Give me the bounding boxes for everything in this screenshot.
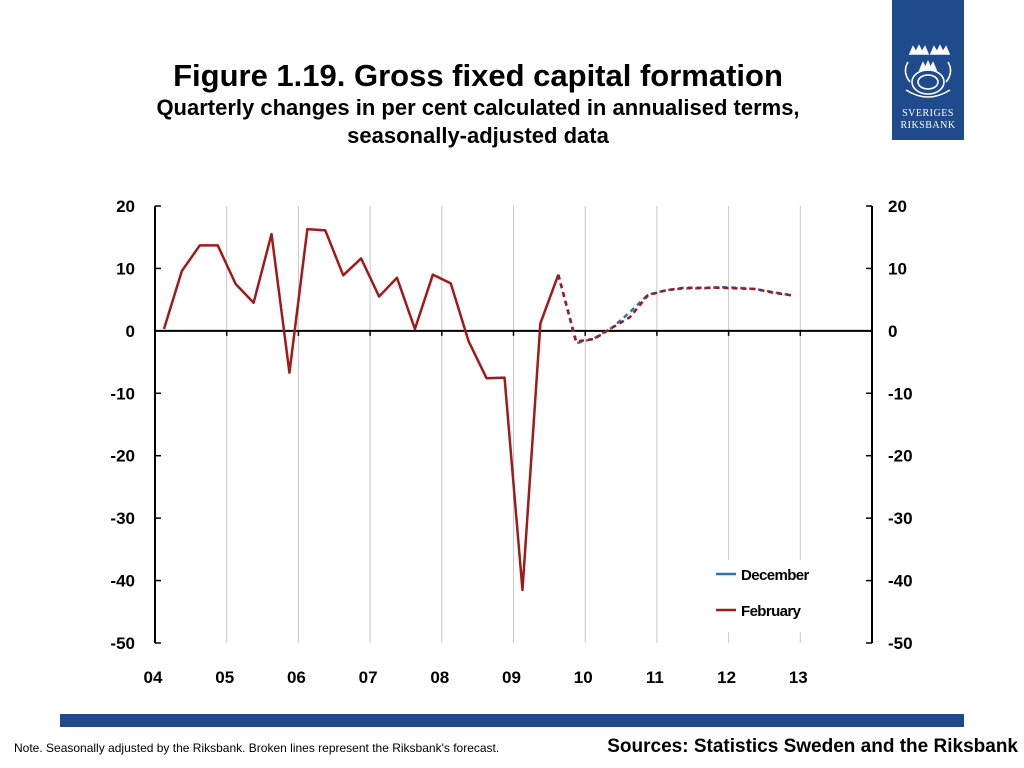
legend-label: February — [741, 603, 802, 620]
sources-text: Sources: Statistics Sweden and the Riksb… — [607, 736, 1018, 757]
series-forecast-february — [557, 274, 792, 343]
series-line-february — [162, 227, 560, 592]
page-title: Figure 1.19. Gross fixed capital formati… — [173, 58, 783, 93]
x-tick-label: 11 — [646, 668, 664, 687]
y-tick-label-left: -10 — [110, 384, 135, 403]
y-tick-label-left: 20 — [116, 197, 135, 216]
y-tick-label-right: 20 — [888, 197, 907, 216]
y-tick-label-left: -20 — [110, 447, 135, 466]
y-tick-label-left: -30 — [110, 509, 135, 528]
x-tick-label: 10 — [574, 668, 593, 687]
y-tick-label-right: 0 — [888, 322, 897, 341]
y-tick-label-right: 10 — [888, 259, 907, 278]
y-tick-label-right: -10 — [888, 384, 913, 403]
x-tick-label: 05 — [215, 668, 234, 687]
logo-text-line1: SVERIGES — [902, 108, 954, 119]
footer-bar — [60, 714, 964, 727]
x-tick-label: 08 — [430, 668, 449, 687]
logo-text-line2: RIKSBANK — [900, 120, 956, 131]
y-tick-label-right: -40 — [888, 572, 913, 591]
x-tick-label: 13 — [789, 668, 808, 687]
x-tick-label: 06 — [287, 668, 306, 687]
y-tick-label-left: -40 — [110, 572, 135, 591]
legend-box — [708, 560, 830, 632]
y-tick-label-left: -50 — [110, 634, 135, 653]
y-tick-label-left: 10 — [116, 259, 135, 278]
footnote: Note. Seasonally adjusted by the Riksban… — [14, 741, 500, 755]
y-tick-label-right: -50 — [888, 634, 913, 653]
x-tick-label: 07 — [359, 668, 378, 687]
legend-label: December — [741, 567, 810, 584]
riksbank-logo: SVERIGES RIKSBANK — [892, 0, 964, 140]
line-chart: 20 20 10 10 0 0 -10 -10 -20 -20 -30 -30 -40 -40 -50 -50… — [110, 197, 913, 687]
y-tick-label-right: -20 — [888, 447, 913, 466]
y-tick-label-right: -30 — [888, 509, 913, 528]
x-tick-label: 09 — [502, 668, 521, 687]
title-block: Figure 1.19. Gross fixed capital formati… — [60, 58, 896, 150]
series-forecast-december — [557, 274, 792, 345]
x-tick-label: 12 — [717, 668, 736, 687]
chart-subtitle-line2: seasonally-adjusted data — [347, 123, 609, 148]
crown-emblem-icon — [904, 44, 952, 98]
chart-subtitle-line1: Quarterly changes in per cent calculated… — [156, 95, 800, 120]
y-tick-label-left: 0 — [126, 322, 135, 341]
x-tick-label: 04 — [144, 668, 163, 687]
